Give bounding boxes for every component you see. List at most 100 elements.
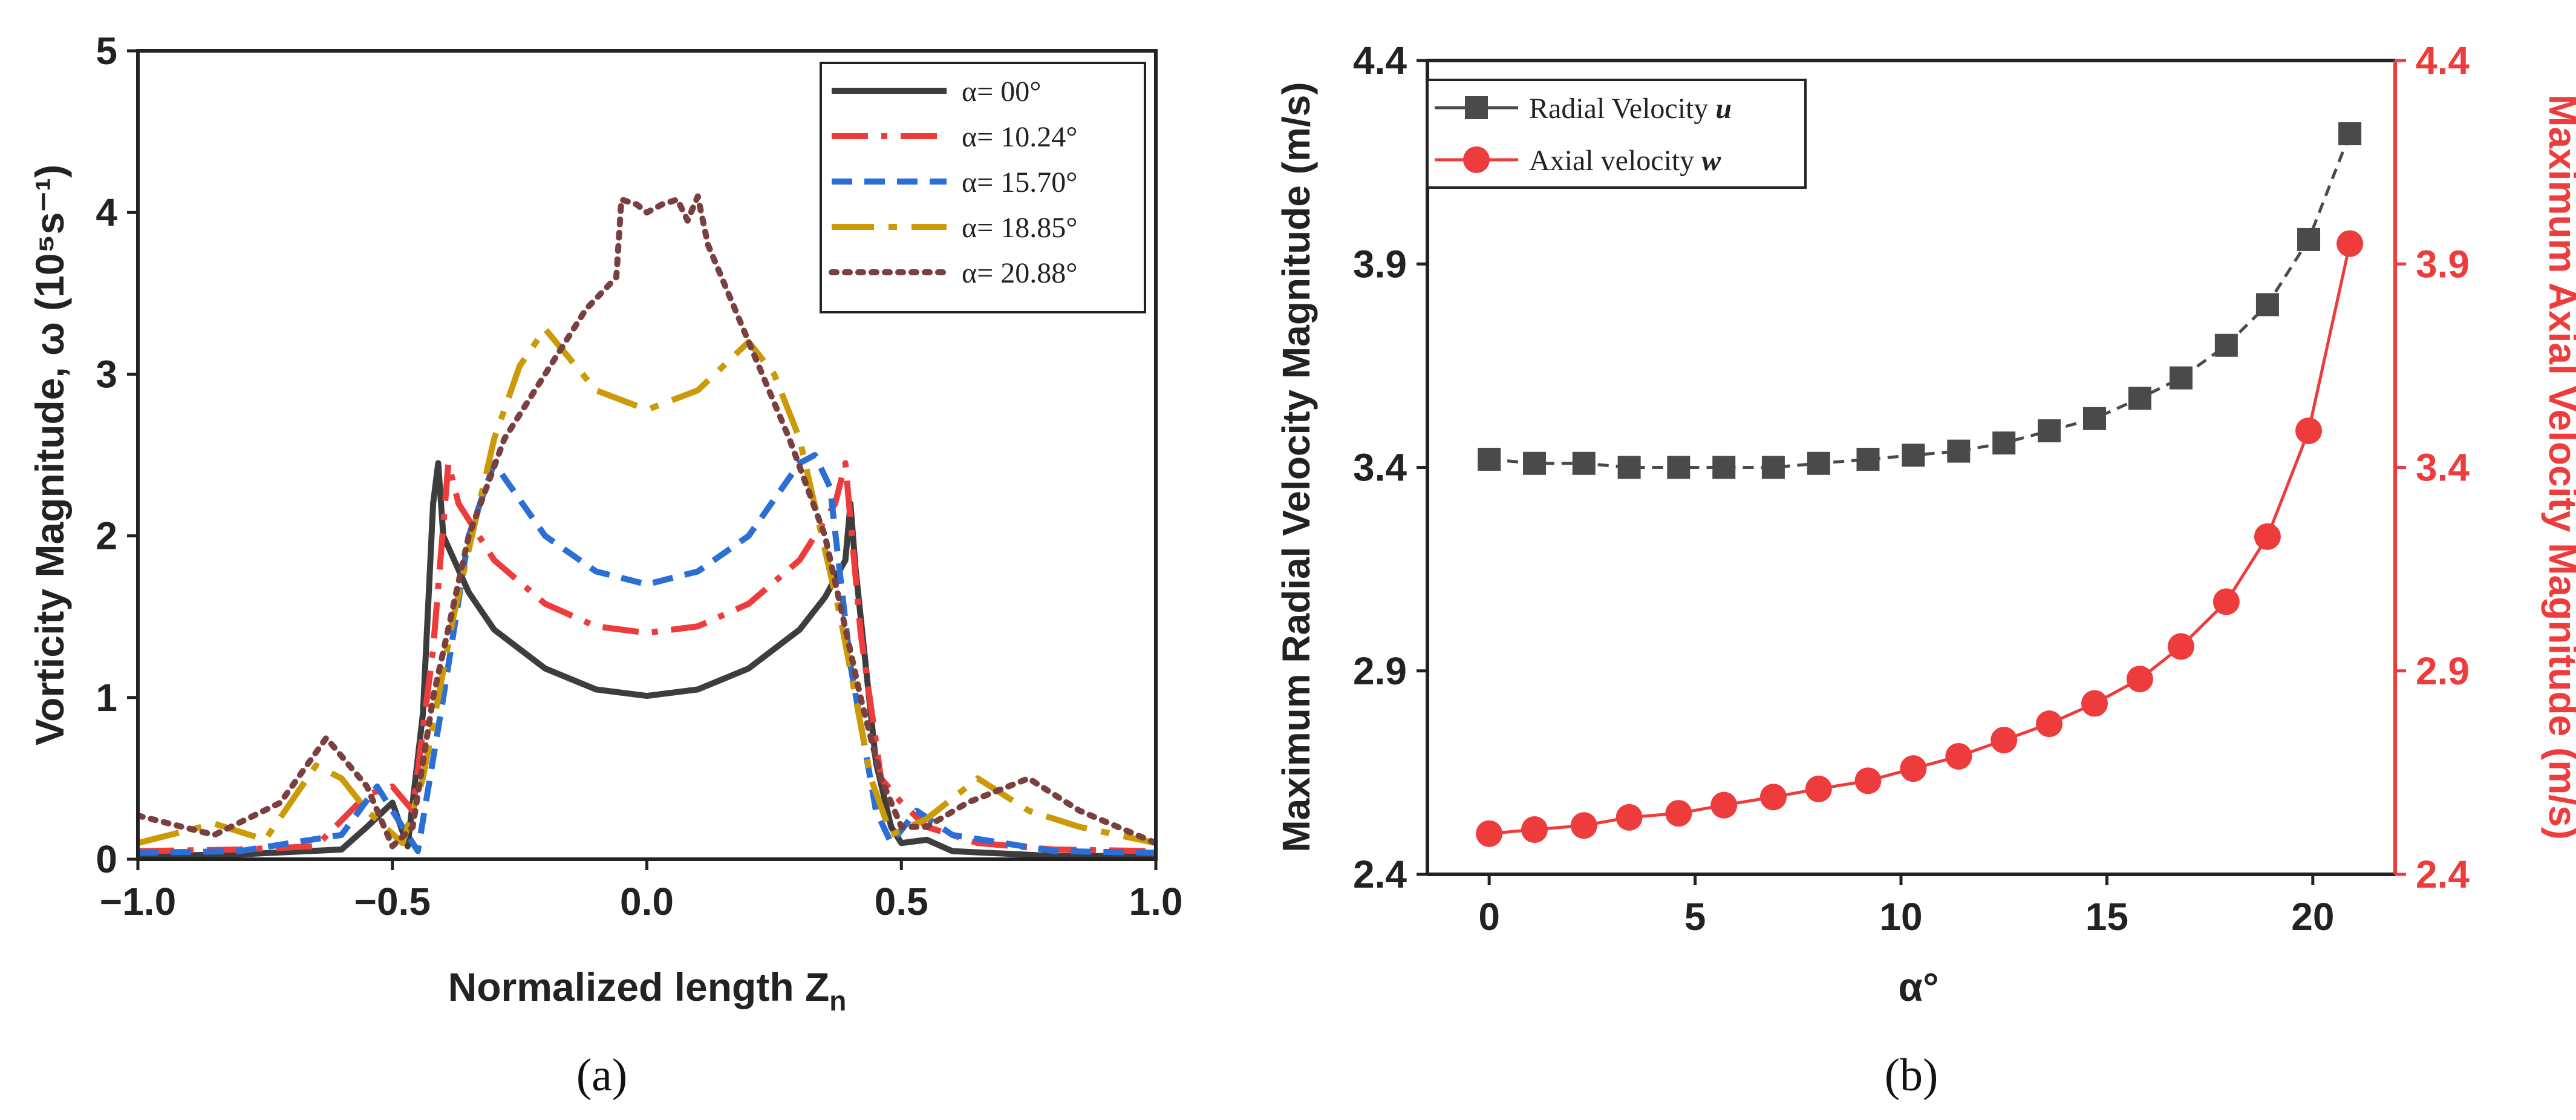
panel-b-xtick-label-4: 20: [2291, 895, 2334, 938]
panel-b-legend-marker-0: [1465, 96, 1488, 119]
panel-a-caption: (a): [576, 1050, 627, 1101]
panel-a-ylabel-text: Vorticity Magnitude, ω (10⁵s⁻¹): [27, 165, 72, 745]
panel-a-legend-label-3: α= 18.85°: [962, 212, 1077, 244]
panel-b-axial-point-15: [2167, 633, 2194, 660]
panel-a-xtick-label-0: −1.0: [100, 880, 176, 923]
panel-a-ytick-label-3: 3: [96, 352, 117, 396]
panel-a-legend-label-4: α= 20.88°: [962, 257, 1077, 289]
panel-b-axial-point-12: [2036, 710, 2063, 738]
panel-b-radial-point-12: [2038, 419, 2061, 442]
panel-b-radial-point-8: [1856, 448, 1880, 471]
panel-a-legend-label-0: α= 00°: [962, 76, 1041, 108]
panel-b-axial-point-8: [1854, 767, 1882, 794]
panel-b-ticks: 0 5 10 15 20 2.4 2.4 2.9 2.9 3.4 3.4 3.9 3.9 4.4 4.4: [1353, 39, 2470, 938]
panel-b-legend-label-0: Radial Velocity u: [1529, 93, 1732, 125]
panel-b-legend-label-1: Axial velocity w: [1529, 145, 1721, 177]
panel-b-axial-point-6: [1759, 784, 1787, 811]
panel-b-axial-point-2: [1570, 812, 1597, 839]
panel-a-legend-label-1: α= 10.24°: [962, 121, 1077, 153]
panel-b-axial-point-0: [1476, 820, 1503, 847]
panel-b-radial-point-3: [1617, 456, 1641, 479]
panel-b-axial-point-1: [1521, 816, 1548, 843]
panel-b-radial-point-5: [1712, 456, 1736, 479]
panel-a-ylabel: Vorticity Magnitude, ω (10⁵s⁻¹): [27, 165, 72, 745]
panel-b-radial-point-15: [2169, 366, 2193, 390]
panel-a-series-line-3: [138, 326, 1156, 847]
panel-b-axial-point-5: [1710, 791, 1738, 819]
panel-b-radial-point-13: [2082, 407, 2106, 430]
panel-a-xtick-label-2: 0.0: [620, 880, 674, 923]
panel-b-xtick-label-1: 5: [1684, 895, 1706, 938]
panel-b-radial-point-17: [2255, 293, 2279, 316]
panel-b-axial-point-13: [2081, 690, 2108, 717]
panel-b-ytick-right-label-1: 2.9: [2416, 649, 2470, 693]
panel-b-axial-point-16: [2212, 588, 2240, 615]
panel-b-axial-point-10: [1945, 742, 1972, 770]
panel-b-ytick-right-label-3: 3.9: [2416, 242, 2470, 286]
panel-a-ytick-label-2: 2: [96, 514, 117, 558]
panel-a-series-line-1: [138, 460, 1156, 854]
panel-b-radial-point-1: [1523, 451, 1547, 475]
panel-b-radial-point-6: [1761, 456, 1785, 479]
panel-b-ytick-right-label-0: 2.4: [2416, 853, 2470, 896]
panel-a-series-line-2: [138, 452, 1156, 856]
panel-a: −1.0 −0.5 0.0 0.5 1.0 0 1 2 3 4 5 Vorticity Magnit…: [27, 29, 1182, 1101]
panel-a-ytick-label-1: 1: [96, 676, 117, 719]
panel-b-radial-point-0: [1478, 448, 1501, 471]
panel-b-ytick-left-label-3: 3.9: [1353, 242, 1407, 286]
panel-b-axial-point-7: [1805, 775, 1832, 802]
panel-a-xlabel-subscript: n: [829, 985, 846, 1017]
panel-b-axial-point-19: [2336, 230, 2364, 257]
panel-b-series: [1476, 122, 2364, 847]
panel-b-radial-point-18: [2297, 228, 2321, 251]
panel-b-ytick-left-label-0: 2.4: [1353, 853, 1407, 896]
panel-b-ylabel-left: Maximum Radial Velocity Magnitude (m/s): [1274, 82, 1318, 852]
panel-b-radial-point-16: [2214, 333, 2238, 357]
panel-b-axial-point-17: [2254, 523, 2281, 550]
panel-a-xlabel-text: Normalized length Z: [448, 964, 830, 1009]
panel-b-radial-point-9: [1902, 444, 1925, 467]
panel-b-radial-point-7: [1807, 451, 1830, 475]
panel-b-axial-point-3: [1616, 804, 1643, 831]
panel-a-xtick-label-1: −0.5: [354, 880, 431, 923]
panel-a-xtick-label-3: 0.5: [875, 880, 928, 923]
panel-a-ytick-label-5: 5: [96, 29, 117, 73]
panel-b-ytick-left-label-1: 2.9: [1353, 649, 1407, 693]
panel-b-ytick-left-label-2: 3.4: [1353, 446, 1407, 490]
panel-b-radial-point-14: [2128, 387, 2151, 410]
panel-a-xlabel: Normalized length Zn: [448, 964, 847, 1017]
panel-b-radial-point-2: [1572, 451, 1596, 475]
panel-b-ytick-left-label-4: 4.4: [1353, 39, 1407, 82]
panel-b-radial-point-4: [1667, 456, 1691, 479]
panel-b-series-line-1: [1489, 243, 2352, 836]
panel-b-caption: (b): [1885, 1050, 1939, 1101]
panel-b-radial-point-19: [2338, 122, 2362, 146]
panel-b-xtick-label-0: 0: [1478, 895, 1500, 938]
panel-a-legend: α= 00° α= 10.24° α= 15.70° α= 18.85° α= 20.8…: [820, 62, 1146, 313]
panel-a-ytick-label-0: 0: [96, 837, 117, 881]
panel-b-axial-point-18: [2295, 417, 2323, 444]
panel-b: 0 5 10 15 20 2.4 2.4 2.9 2.9 3.4 3.4 3.9 3.9 4.4 4.4 M…: [1274, 39, 2576, 1101]
panel-b-ytick-right-label-4: 4.4: [2416, 39, 2470, 82]
panel-b-axial-point-4: [1665, 800, 1692, 827]
panel-b-radial-point-11: [1992, 431, 2016, 455]
panel-b-axial-point-14: [2126, 666, 2153, 693]
panel-a-ticks: −1.0 −0.5 0.0 0.5 1.0 0 1 2 3 4 5: [96, 29, 1182, 923]
panel-a-series-line-4: [138, 193, 1156, 850]
panel-b-axial-point-9: [1900, 755, 1927, 782]
panel-a-series-lines: [138, 193, 1156, 859]
panel-b-xtick-label-2: 10: [1879, 895, 1922, 938]
panel-a-ytick-label-4: 4: [96, 191, 117, 234]
panel-b-radial-point-10: [1947, 439, 1971, 463]
panel-a-xtick-label-4: 1.0: [1129, 880, 1183, 923]
panel-b-xlabel: α°: [1899, 964, 1939, 1009]
panel-b-legend-box: [1426, 79, 1807, 189]
panel-b-ylabel-right: Maximum Axial Velocity Magnitude (m/s): [2541, 94, 2576, 840]
panel-b-axial-point-11: [1991, 727, 2018, 754]
panel-a-legend-label-2: α= 15.70°: [962, 166, 1077, 198]
panel-b-ytick-right-label-2: 3.4: [2416, 446, 2470, 490]
panel-b-legend: Radial Velocity u Axial velocity w: [1426, 79, 1807, 189]
panel-b-legend-marker-1: [1463, 146, 1490, 173]
panel-b-xtick-label-3: 15: [2085, 895, 2128, 938]
